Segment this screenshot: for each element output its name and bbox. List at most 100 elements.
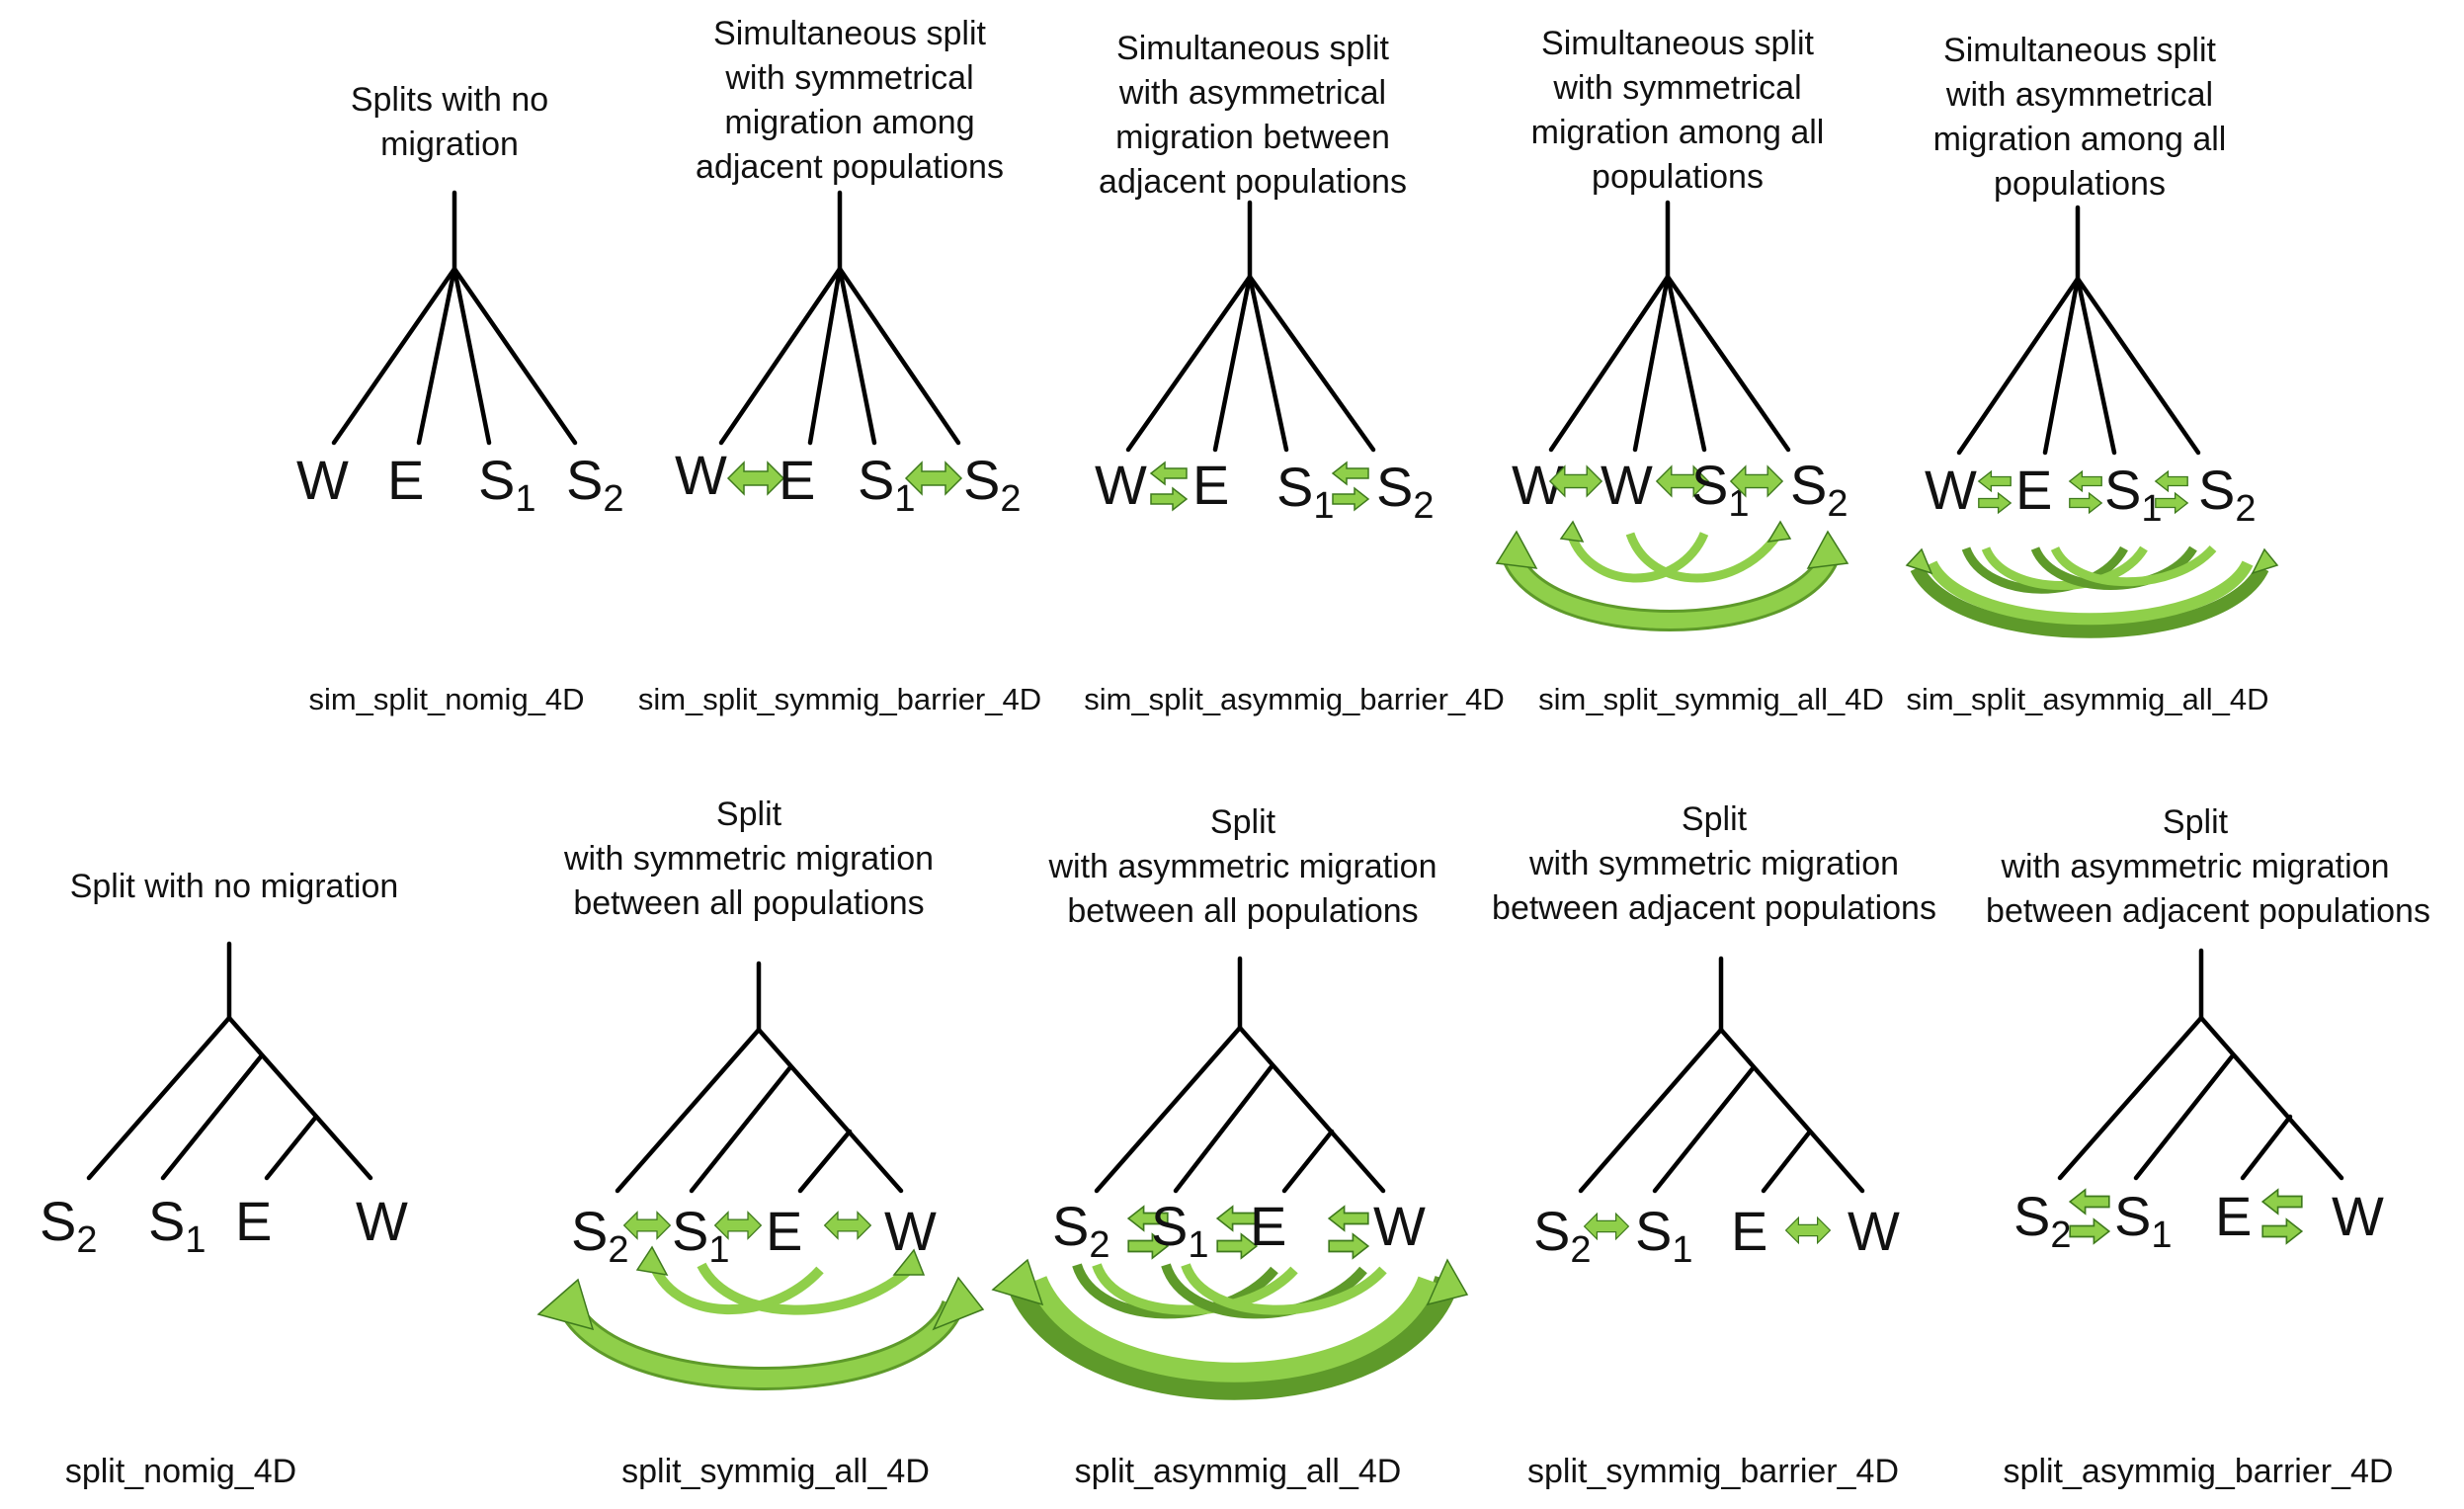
model-caption: split_asymmig_all_4D (1075, 1453, 1402, 1490)
tip-label-W: W (1601, 454, 1653, 516)
tip-label-W: W (1095, 454, 1147, 516)
tree (1578, 956, 1865, 1194)
tip-label-S1: S1 (478, 449, 536, 520)
tree (1956, 205, 2201, 456)
symmetric-migration-arrow (623, 1212, 671, 1239)
model-caption: split_symmig_barrier_4D (1527, 1453, 1899, 1490)
panel-title-line: with asymmetric migration (1048, 848, 1437, 885)
asymmetric-migration-arrow-left (1332, 461, 1369, 485)
tip-label-S1: S1 (1635, 1200, 1693, 1271)
panel-title-line: migration among all (1933, 121, 2227, 158)
tip-label-E: E (235, 1190, 272, 1252)
asymmetric-migration-arrow-left (1978, 470, 2012, 492)
panel-title-line: with asymmetric migration (2001, 848, 2390, 885)
tip-label-E: E (2215, 1185, 2252, 1247)
tip-label-E: E (2015, 459, 2052, 521)
panel-sim-split-nomig: Splits with no migration W E S1 S2 sim_s… (296, 81, 624, 716)
tree (86, 941, 373, 1181)
tree (615, 961, 904, 1194)
panel-split-nomig: Split with no migration S2 S1 E W split_… (40, 868, 408, 1490)
tip-label-S2: S2 (2013, 1185, 2072, 1256)
asymmetric-migration-arrow-right (1328, 1233, 1369, 1259)
asymmetric-migration-arrow-right (1332, 487, 1369, 511)
tip-label-S1: S1 (2114, 1185, 2173, 1256)
asymmetric-migration-arrow-right (1150, 487, 1188, 511)
asymmetric-migration-arrow-left (2261, 1189, 2303, 1215)
panel-title-line: Simultaneous split (1541, 25, 1814, 62)
panel-title-line: with asymmetrical (1118, 74, 1386, 112)
tip-label-S2: S2 (963, 449, 1022, 520)
asymmetric-migration-arrow-right (2069, 492, 2102, 514)
migration-arcs (1495, 520, 1849, 631)
symmetric-migration-arrow (824, 1212, 871, 1239)
panel-title-line: Split with no migration (70, 868, 399, 905)
panel-title-line: migration among all (1531, 114, 1825, 151)
tip-label-E: E (779, 449, 815, 511)
panel-split-asymmig-barrier: Split with asymmetric migration between … (1986, 803, 2430, 1490)
panel-title-line: Split (2163, 803, 2229, 841)
model-caption: sim_split_symmig_barrier_4D (638, 682, 1041, 716)
tip-label-S2: S2 (1790, 454, 1848, 525)
panel-sim-split-asymmig-all: Simultaneous split with asymmetrical mig… (1905, 32, 2279, 716)
migration-arcs (991, 1258, 1469, 1400)
panel-title-line: migration (380, 126, 519, 163)
panel-title-line: populations (1592, 158, 1764, 196)
tree (2057, 948, 2344, 1181)
panel-sim-split-symmig-all: Simultaneous split with symmetrical migr… (1495, 25, 1884, 716)
panel-title-line: populations (1994, 165, 2166, 203)
tip-label-W: W (675, 444, 727, 506)
asymmetric-migration-arrow-left (2069, 1189, 2110, 1215)
tree (331, 190, 578, 446)
model-caption: sim_split_asymmig_barrier_4D (1084, 682, 1505, 716)
model-caption: sim_split_asymmig_all_4D (1907, 682, 2269, 716)
tip-label-W: W (296, 449, 349, 511)
panel-title-line: Simultaneous split (713, 15, 986, 52)
panel-title-line: between adjacent populations (1986, 892, 2430, 930)
panel-sim-split-asymmig-barrier: Simultaneous split with asymmetrical mig… (1084, 30, 1505, 716)
model-caption: split_symmig_all_4D (621, 1453, 930, 1490)
panel-title-line: Simultaneous split (1116, 30, 1389, 67)
panel-title-line: adjacent populations (1099, 163, 1407, 201)
panel-sim-split-symmig-barrier: Simultaneous split with symmetrical migr… (638, 15, 1041, 716)
model-caption: split_nomig_4D (65, 1453, 296, 1490)
model-caption: sim_split_symmig_all_4D (1538, 682, 1884, 716)
panel-split-asymmig-all: Split with asymmetric migration between … (991, 803, 1469, 1490)
model-caption: split_asymmig_barrier_4D (2004, 1453, 2394, 1490)
tip-label-S1: S1 (148, 1190, 206, 1261)
model-caption: sim_split_nomig_4D (308, 682, 584, 716)
tip-label-S2: S2 (2198, 459, 2257, 530)
tip-label-S1: S1 (858, 449, 916, 520)
panel-title-line: Simultaneous split (1943, 32, 2216, 69)
asymmetric-migration-arrow-left (1328, 1206, 1369, 1231)
tip-label-W: W (884, 1200, 937, 1262)
panel-title-line: with symmetric migration (563, 840, 934, 878)
tree (1548, 200, 1791, 453)
panel-title-line: with symmetric migration (1528, 845, 1899, 882)
tree (1125, 200, 1376, 453)
panel-title-line: with asymmetrical (1945, 76, 2213, 114)
tip-label-W: W (2332, 1185, 2384, 1247)
panel-title-line: with symmetrical (724, 59, 973, 97)
tip-label-S1: S1 (1276, 456, 1335, 527)
tip-label-S2: S2 (1052, 1195, 1110, 1266)
migration-arcs (1905, 545, 2279, 638)
panel-title-line: between all populations (1067, 892, 1418, 930)
panel-title-line: Splits with no (351, 81, 548, 119)
panel-title-line: adjacent populations (696, 148, 1004, 186)
tip-label-W: W (1848, 1200, 1900, 1262)
panel-split-symmig-all: Split with symmetric migration between a… (536, 796, 985, 1490)
tree (1094, 956, 1386, 1194)
migration-arcs (536, 1245, 985, 1390)
tip-label-W: W (1373, 1195, 1426, 1257)
tip-label-S2: S2 (1376, 456, 1435, 527)
panel-title-line: Split (1682, 800, 1748, 838)
asymmetric-migration-arrow-right (1978, 492, 2012, 514)
panel-title-line: migration among (724, 104, 974, 141)
asymmetric-migration-arrow-right (2261, 1218, 2303, 1244)
tip-label-S1: S1 (672, 1200, 730, 1271)
symmetric-migration-arrow (727, 461, 784, 495)
tip-label-S1: S1 (2104, 459, 2163, 530)
tip-label-W: W (356, 1190, 408, 1252)
panel-title-line: between all populations (573, 884, 924, 922)
